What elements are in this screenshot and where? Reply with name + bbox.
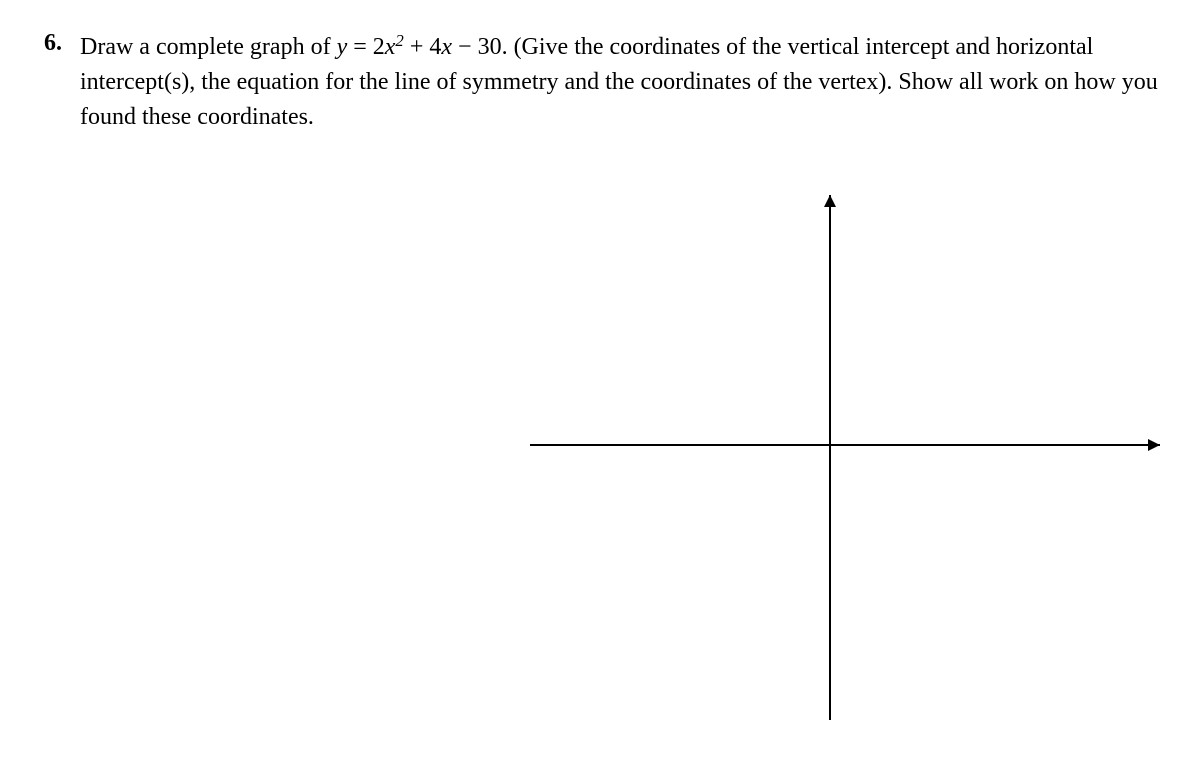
eq-var1: x (385, 34, 396, 60)
axes-svg (520, 180, 1180, 740)
y-axis-arrow-icon (824, 195, 836, 207)
eq-const: 30 (478, 34, 502, 60)
eq-exponent: 2 (395, 31, 403, 50)
eq-coef1: 2 (373, 34, 385, 60)
eq-equals: = (353, 34, 367, 60)
problem-container: 6. Draw a complete graph of y = 2x2 + 4x… (20, 30, 1180, 134)
equation: y = 2x2 + 4x − 30 (337, 34, 502, 60)
problem-text: Draw a complete graph of y = 2x2 + 4x − … (80, 30, 1180, 134)
eq-op2: − (458, 34, 472, 60)
x-axis-arrow-icon (1148, 439, 1160, 451)
text-part-1: Draw a complete graph of (80, 34, 337, 60)
coordinate-axes (520, 180, 1180, 740)
eq-var2: x (441, 34, 452, 60)
problem-number: 6. (20, 30, 80, 57)
eq-op1: + (410, 34, 424, 60)
eq-coef2: 4 (429, 34, 441, 60)
eq-lhs: y (337, 34, 348, 60)
